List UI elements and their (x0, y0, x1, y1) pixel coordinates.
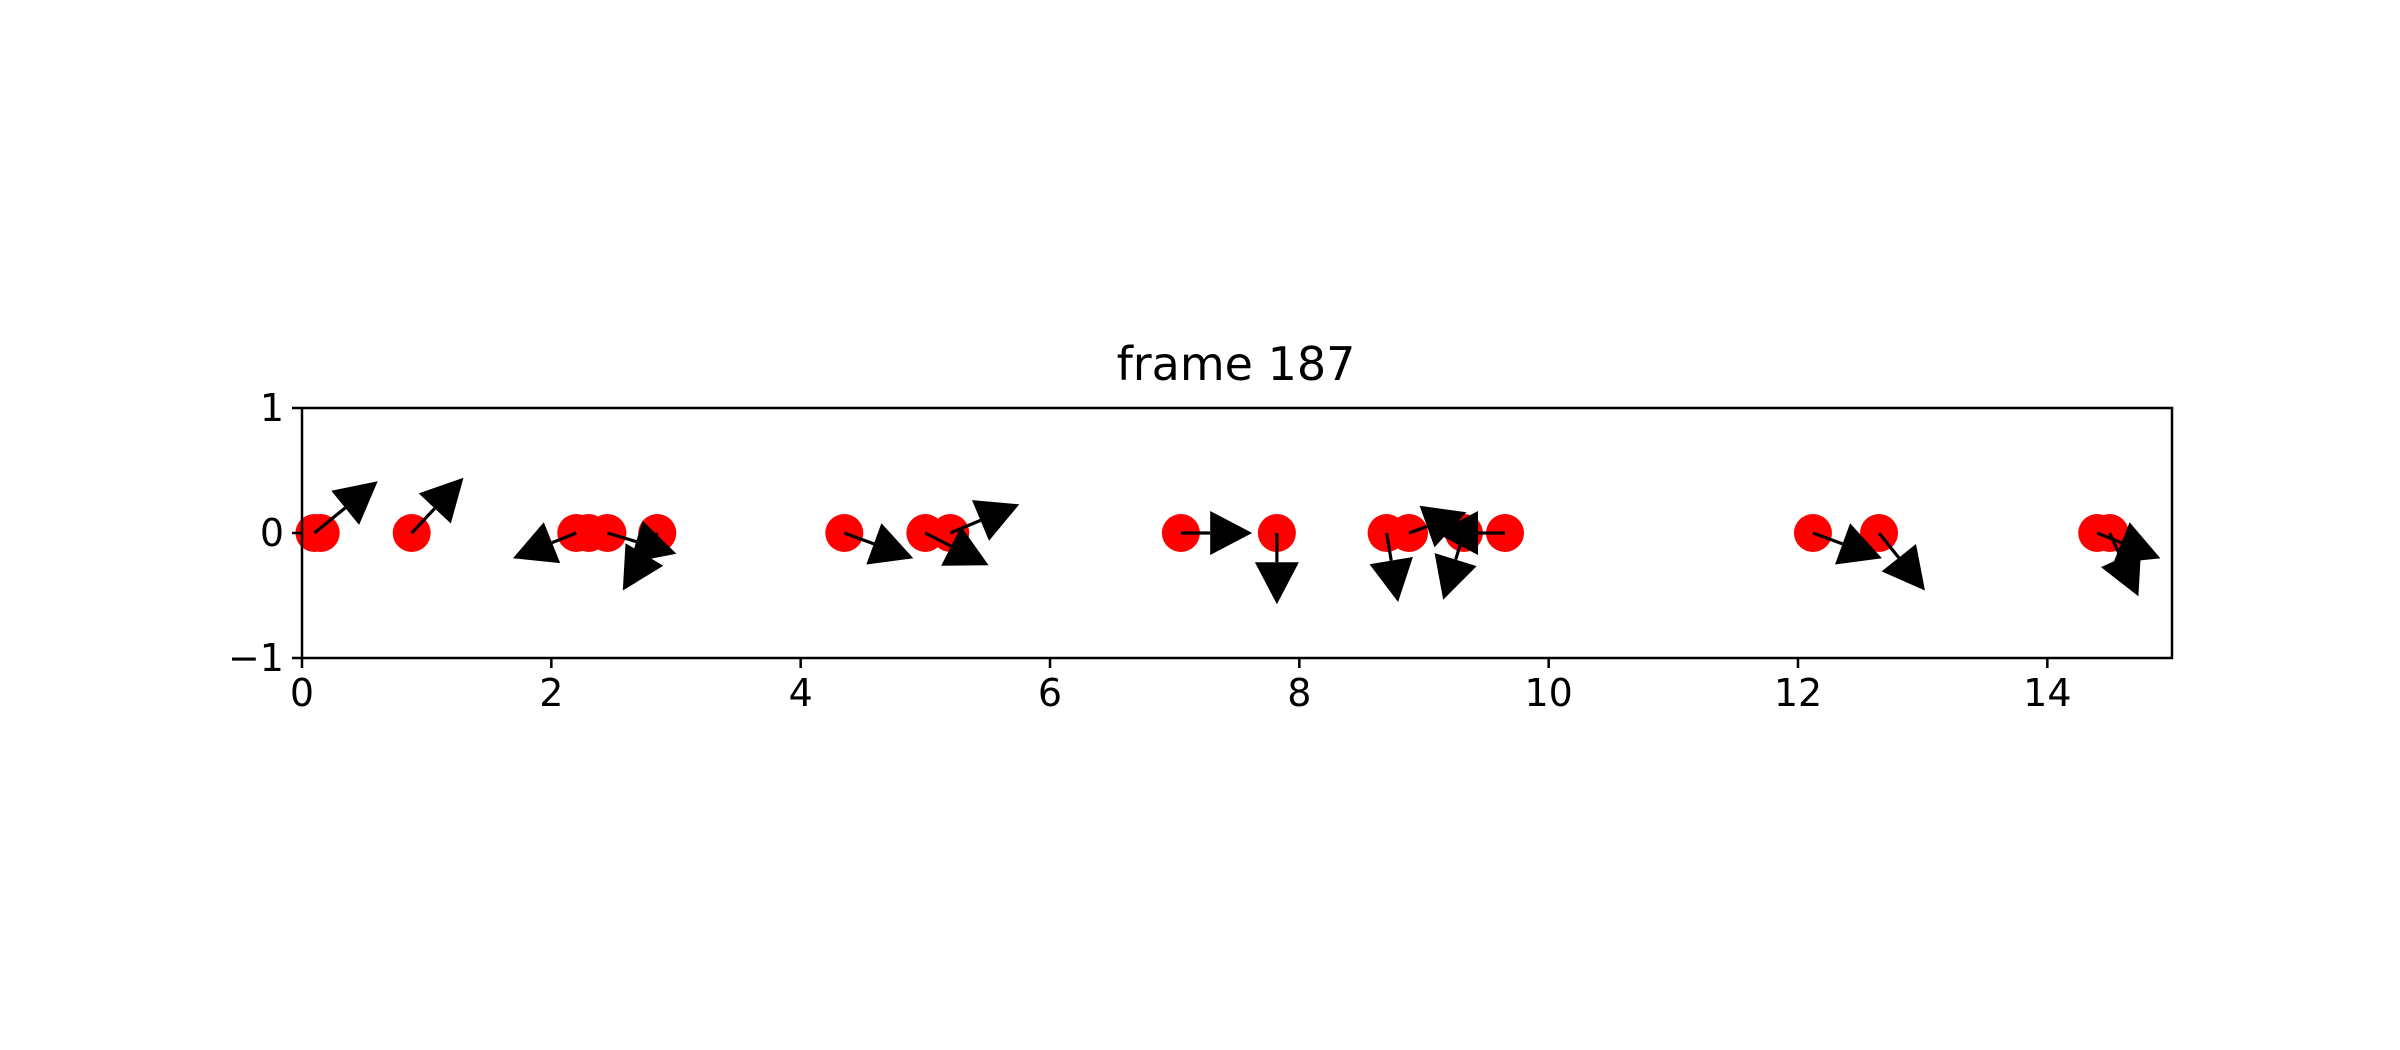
chart-title: frame 187 (1117, 337, 1356, 391)
y-tick-label: 0 (260, 511, 284, 555)
velocity-arrow-shaft (2096, 531, 2123, 545)
x-tick-label: 4 (789, 671, 813, 715)
x-tick-label: 8 (1287, 671, 1311, 715)
y-axis: −1 0 1 (228, 386, 302, 680)
velocity-arrow-shaft (410, 507, 436, 535)
y-tick-label: 1 (260, 386, 284, 430)
velocity-arrow-head (1419, 505, 1467, 548)
velocity-arrow-head (331, 481, 378, 525)
x-tick-label: 6 (1038, 671, 1062, 715)
velocity-arrow-shaft (843, 531, 875, 546)
velocity-arrow-head (1254, 562, 1299, 605)
velocity-arrow-shaft (606, 531, 637, 544)
x-tick-label: 2 (539, 671, 563, 715)
velocity-arrow-head (1369, 557, 1413, 602)
data-point (301, 514, 340, 552)
velocity-arrow-head (1835, 523, 1882, 565)
x-axis: 0 2 4 6 8 10 12 14 (290, 658, 2072, 715)
velocity-arrow-head (941, 526, 989, 566)
velocity-arrow-head (1434, 553, 1477, 600)
velocity-arrow-shaft (1877, 532, 1901, 559)
velocity-arrow-head (2101, 548, 2142, 597)
plot-marks (295, 477, 2161, 605)
velocity-arrow-shaft (924, 531, 952, 548)
x-tick-label: 10 (1524, 671, 1572, 715)
velocity-arrow-shaft (949, 518, 982, 535)
x-tick-label: 14 (2023, 671, 2071, 715)
velocity-arrow-shaft (2108, 532, 2123, 559)
velocity-arrow-shaft (1385, 532, 1393, 561)
velocity-arrow-head (622, 543, 664, 591)
velocity-arrow-shaft (313, 506, 347, 535)
velocity-arrow-head (1436, 511, 1478, 555)
velocity-arrow-shaft (1408, 525, 1428, 535)
velocity-arrow-head (2113, 522, 2161, 564)
x-tick-label: 12 (1774, 671, 1822, 715)
plot-area-frame (300, 406, 2174, 660)
velocity-arrow-head (418, 477, 464, 524)
velocity-arrow-head (866, 523, 914, 565)
velocity-arrow-head (513, 522, 561, 564)
x-tick-label: 0 (290, 671, 314, 715)
velocity-arrow-head (1210, 511, 1253, 555)
velocity-arrow-shaft (551, 531, 577, 545)
velocity-arrow-head (972, 500, 1020, 541)
velocity-arrow-shaft (1812, 531, 1844, 546)
velocity-arrow-shaft (643, 532, 659, 556)
y-tick-label: −1 (228, 636, 284, 680)
velocity-arrow-head (1881, 544, 1925, 591)
